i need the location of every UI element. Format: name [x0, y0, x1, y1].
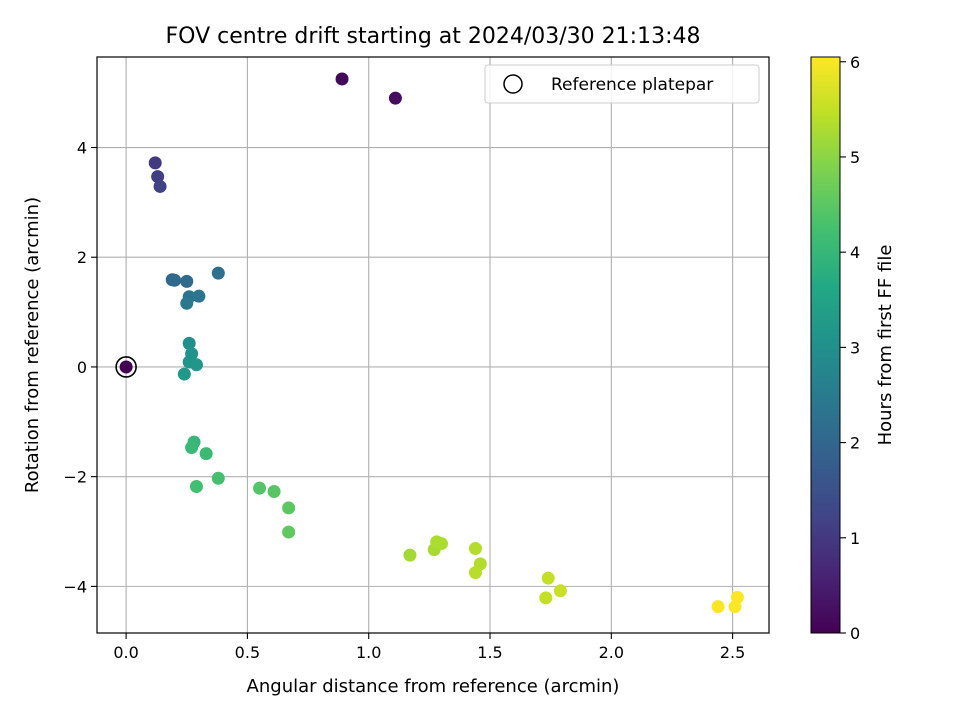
colorbar-tick-label: 0: [850, 624, 860, 643]
colorbar-tick-label: 4: [850, 243, 860, 262]
x-tick-label: 2.0: [599, 643, 624, 662]
data-point: [434, 537, 448, 551]
x-tick-label: 0.5: [235, 643, 260, 662]
data-point: [177, 367, 191, 381]
y-tick-label: 4: [77, 139, 87, 158]
data-point: [189, 480, 203, 494]
chart-title: FOV centre drift starting at 2024/03/30 …: [166, 24, 701, 49]
colorbar-tick-label: 3: [850, 338, 860, 357]
data-point: [468, 566, 482, 580]
data-point: [189, 358, 203, 372]
data-point: [282, 525, 296, 539]
data-point: [468, 542, 482, 556]
x-tick-label: 1.0: [356, 643, 381, 662]
data-point: [553, 584, 567, 598]
y-tick-label: 2: [77, 248, 87, 267]
reference-marker: [115, 356, 137, 378]
data-point: [541, 571, 555, 585]
grid: [97, 57, 769, 633]
data-point: [211, 471, 225, 485]
data-point: [388, 91, 402, 105]
data-point: [168, 273, 182, 287]
data-points: [119, 72, 744, 614]
y-axis-ticks: −4 −2 0 2 4: [63, 139, 97, 596]
x-tick-label: 1.5: [477, 643, 502, 662]
data-point: [180, 296, 194, 310]
y-axis-label: Rotation from reference (arcmin): [22, 197, 43, 493]
data-point: [148, 156, 162, 170]
legend: Reference platepar: [484, 64, 760, 104]
data-point: [211, 266, 225, 280]
data-point: [119, 360, 133, 374]
data-point: [730, 590, 744, 604]
data-point: [282, 501, 296, 515]
data-point: [185, 441, 199, 455]
y-tick-label: 0: [77, 358, 87, 377]
colorbar-tick-label: 6: [850, 53, 860, 72]
legend-label-reference-platepar: Reference platepar: [551, 75, 713, 95]
data-point: [182, 336, 196, 350]
data-point: [539, 591, 553, 605]
data-point: [180, 274, 194, 288]
x-tick-label: 0.0: [113, 643, 138, 662]
data-point: [335, 72, 349, 86]
legend-box: [484, 64, 760, 104]
y-tick-label: −4: [63, 577, 87, 596]
data-point: [199, 447, 213, 461]
colorbar-ticks: 0 1 2 3 4 5 6: [840, 53, 860, 643]
data-point: [403, 548, 417, 562]
colorbar-tick-label: 2: [850, 434, 860, 453]
colorbar-gradient: [810, 56, 841, 634]
legend-reference-marker: [503, 74, 523, 94]
reference-marker-group: [115, 356, 137, 378]
colorbar-tick-label: 1: [850, 529, 860, 548]
y-tick-label: −2: [63, 468, 87, 487]
x-axis-label: Angular distance from reference (arcmin): [247, 676, 620, 697]
x-tick-label: 2.5: [720, 643, 745, 662]
data-point: [153, 179, 167, 193]
colorbar-label: Hours from first FF file: [875, 245, 896, 446]
colorbar-tick-label: 5: [850, 148, 860, 167]
data-point: [267, 484, 281, 498]
plot-frame: [96, 56, 770, 634]
colorbar: 0 1 2 3 4 5 6 Hours from first FF file: [810, 53, 896, 643]
data-point: [253, 481, 267, 495]
x-axis-ticks: 0.0 0.5 1.0 1.5 2.0 2.5: [113, 633, 745, 662]
data-point: [151, 170, 165, 184]
data-point: [711, 600, 725, 614]
data-point: [192, 289, 206, 303]
